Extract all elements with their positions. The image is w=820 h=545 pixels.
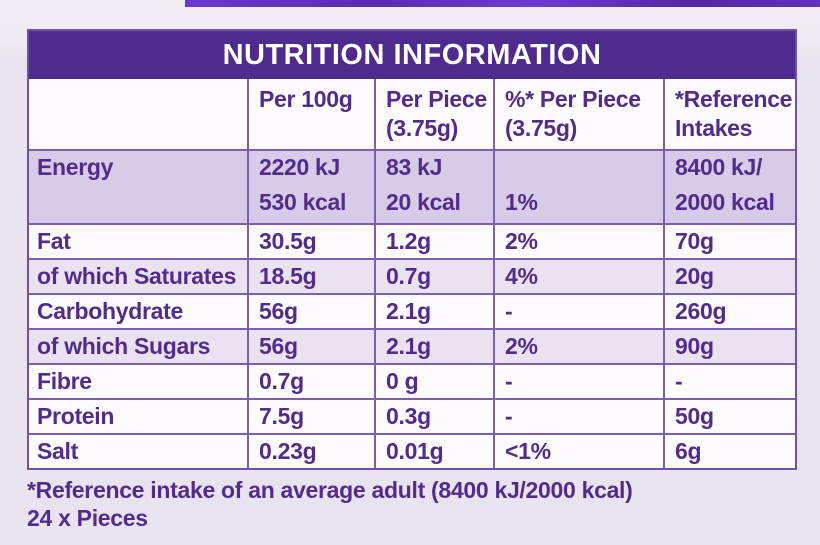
nutrient-label: Carbohydrate (37, 298, 183, 324)
header-blank-cell (29, 79, 247, 149)
table-title: NUTRITION INFORMATION (222, 38, 602, 71)
per-100g-value: 56g (247, 295, 374, 328)
pct-per-piece-value: 2% (493, 225, 663, 258)
table-row-sugars: of which Sugars 56g 2.1g 2% 90g (29, 328, 795, 363)
nutrient-label: of which Sugars (37, 333, 211, 359)
per-piece-value: 1.2g (374, 225, 493, 258)
table-row-fat: Fat 30.5g 1.2g 2% 70g (29, 223, 795, 258)
table-title-band: NUTRITION INFORMATION (29, 31, 795, 79)
header-per-piece: Per Piece (3.75g) (374, 79, 493, 149)
per-piece-value: 2.1g (374, 330, 493, 363)
reference-intake-value: - (663, 365, 795, 398)
nutrition-table: NUTRITION INFORMATION Per 100g Per Piece… (27, 29, 797, 470)
reference-intake-value: 260g (663, 295, 795, 328)
table-row-fibre: Fibre 0.7g 0 g - - (29, 363, 795, 398)
table-row-energy: Energy 2220 kJ 530 kcal 83 kJ 20 kcal 1%… (29, 149, 795, 223)
table-row-saturates: of which Saturates 18.5g 0.7g 4% 20g (29, 258, 795, 293)
per-100g-value: 18.5g (247, 260, 374, 293)
header-per-100g: Per 100g (247, 79, 374, 149)
pct-per-piece-value: - (493, 295, 663, 328)
per-piece-value: 0 g (374, 365, 493, 398)
energy-per-piece: 83 kJ 20 kcal (374, 151, 493, 223)
nutrient-label: Salt (37, 438, 78, 464)
reference-intake-value: 50g (663, 400, 795, 433)
header-pct-per-piece: %* Per Piece (3.75g) (493, 79, 663, 149)
per-100g-value: 0.23g (247, 435, 374, 468)
package-edge-strip (185, 0, 820, 7)
nutrient-label: Energy (37, 154, 114, 180)
per-piece-value: 0.01g (374, 435, 493, 468)
per-piece-value: 0.7g (374, 260, 493, 293)
energy-reference-intake: 8400 kJ/ 2000 kcal (663, 151, 795, 223)
table-row-salt: Salt 0.23g 0.01g <1% 6g (29, 433, 795, 468)
reference-intake-value: 20g (663, 260, 795, 293)
reference-intake-footnote: *Reference intake of an average adult (8… (27, 477, 633, 503)
pct-per-piece-value: <1% (493, 435, 663, 468)
pct-per-piece-value: 4% (493, 260, 663, 293)
nutrient-label: of which Saturates (37, 263, 237, 289)
pieces-count-note: 24 x Pieces (27, 505, 148, 531)
pct-per-piece-value: 2% (493, 330, 663, 363)
energy-per-100g: 2220 kJ 530 kcal (247, 151, 374, 223)
nutrient-label: Fibre (37, 368, 92, 394)
reference-intake-value: 70g (663, 225, 795, 258)
per-piece-value: 0.3g (374, 400, 493, 433)
per-100g-value: 7.5g (247, 400, 374, 433)
header-reference-intakes: *Reference Intakes (663, 79, 795, 149)
per-100g-value: 30.5g (247, 225, 374, 258)
energy-pct-per-piece: 1% (493, 151, 663, 223)
reference-intake-value: 90g (663, 330, 795, 363)
table-row-protein: Protein 7.5g 0.3g - 50g (29, 398, 795, 433)
pct-per-piece-value: - (493, 365, 663, 398)
pct-per-piece-value: - (493, 400, 663, 433)
nutrient-label: Fat (37, 228, 71, 254)
table-row-carbohydrate: Carbohydrate 56g 2.1g - 260g (29, 293, 795, 328)
per-100g-value: 56g (247, 330, 374, 363)
per-piece-value: 2.1g (374, 295, 493, 328)
reference-intake-value: 6g (663, 435, 795, 468)
nutrient-label: Protein (37, 403, 115, 429)
per-100g-value: 0.7g (247, 365, 374, 398)
table-header-row: Per 100g Per Piece (3.75g) %* Per Piece … (29, 79, 795, 149)
